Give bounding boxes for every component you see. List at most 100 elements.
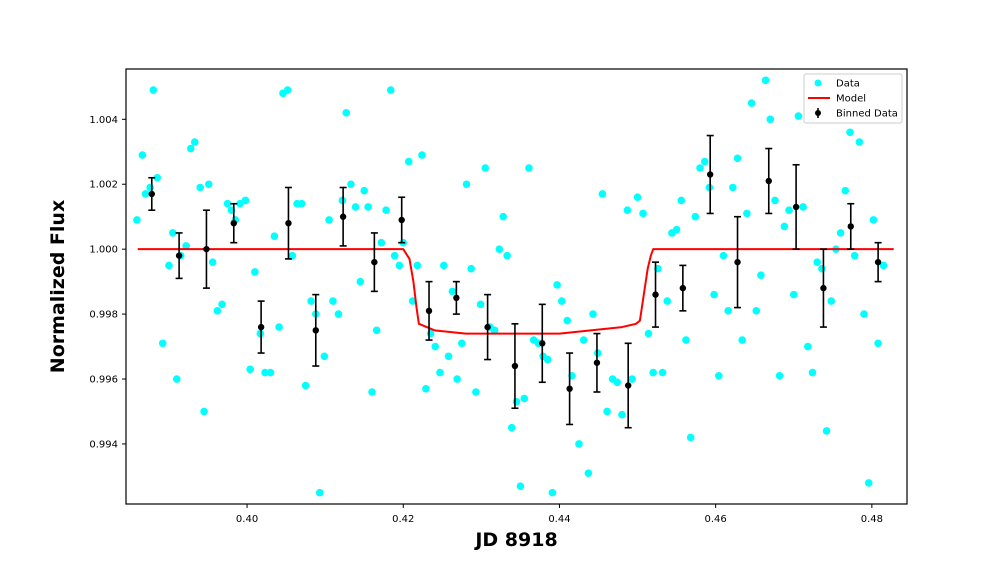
data-point bbox=[261, 368, 269, 377]
data-point bbox=[714, 371, 723, 380]
data-point bbox=[490, 326, 499, 335]
data-point bbox=[677, 196, 686, 205]
data-point bbox=[138, 151, 147, 159]
data-point bbox=[512, 397, 521, 406]
axes-frame bbox=[125, 68, 908, 505]
y-tick-label: 0.996 bbox=[89, 375, 118, 386]
legend-model-label: Model bbox=[836, 94, 866, 105]
binned-marker bbox=[874, 258, 882, 266]
data-point bbox=[283, 86, 292, 94]
data-point bbox=[315, 488, 324, 497]
data-point bbox=[436, 368, 444, 377]
data-point bbox=[757, 271, 765, 279]
data-point bbox=[879, 261, 888, 270]
data-point bbox=[672, 225, 681, 234]
data-point bbox=[775, 371, 784, 380]
data-point bbox=[710, 290, 718, 299]
data-point bbox=[462, 180, 471, 189]
binned-marker bbox=[339, 213, 347, 220]
binned-point bbox=[452, 280, 460, 315]
data-point bbox=[453, 375, 461, 383]
data-point bbox=[182, 242, 190, 250]
data-point bbox=[789, 290, 798, 299]
binned-point bbox=[734, 215, 742, 309]
data-point bbox=[347, 180, 355, 189]
data-point bbox=[598, 190, 607, 198]
x-tick-label: 0.40 bbox=[236, 514, 258, 525]
data-point bbox=[275, 323, 283, 331]
plot-area bbox=[133, 76, 894, 497]
data-point bbox=[241, 196, 250, 205]
data-point bbox=[738, 336, 747, 344]
data-point bbox=[204, 180, 213, 189]
data-point bbox=[855, 138, 864, 146]
binned-marker bbox=[652, 291, 659, 298]
data-point bbox=[169, 229, 177, 237]
data-point bbox=[172, 375, 181, 383]
data-point bbox=[301, 381, 310, 390]
binned-point bbox=[425, 280, 433, 341]
binned-point bbox=[593, 332, 601, 393]
y-tick-label: 1.002 bbox=[89, 180, 118, 191]
data-point bbox=[377, 238, 386, 247]
binned-point bbox=[706, 134, 714, 215]
data-point bbox=[356, 277, 365, 286]
data-point bbox=[395, 261, 404, 270]
data-point bbox=[413, 261, 422, 270]
data-point bbox=[649, 368, 657, 377]
binned-marker bbox=[566, 385, 573, 392]
data-point bbox=[743, 209, 751, 218]
data-point bbox=[584, 469, 593, 477]
data-point bbox=[200, 407, 208, 416]
data-point bbox=[297, 199, 306, 208]
data-point bbox=[246, 365, 254, 374]
data-point bbox=[785, 206, 793, 215]
legend: Data Model Binned Data bbox=[803, 73, 903, 124]
data-point bbox=[557, 297, 566, 305]
data-point bbox=[458, 339, 466, 348]
data-point bbox=[846, 128, 854, 137]
binned-marker bbox=[765, 177, 772, 185]
data-point bbox=[841, 186, 850, 195]
data-point bbox=[850, 251, 859, 260]
data-point bbox=[495, 245, 504, 253]
y-axis-title: Normalized Flux bbox=[47, 200, 69, 373]
data-point bbox=[418, 151, 426, 159]
data-point bbox=[639, 209, 647, 218]
data-point bbox=[686, 433, 695, 442]
binned-point bbox=[652, 261, 660, 328]
binned-marker bbox=[230, 219, 237, 227]
y-tick-label: 1.004 bbox=[89, 115, 118, 126]
data-point bbox=[472, 388, 480, 396]
data-point bbox=[603, 407, 611, 416]
x-axis-title: JD 8918 bbox=[473, 529, 557, 551]
binned-point bbox=[624, 342, 632, 429]
data-point bbox=[869, 216, 878, 224]
data-point bbox=[467, 264, 476, 273]
binned-point bbox=[538, 303, 546, 384]
data-point bbox=[696, 164, 704, 172]
data-point bbox=[448, 287, 457, 296]
binned-layer bbox=[148, 134, 882, 429]
binned-point bbox=[148, 176, 156, 212]
binned-marker bbox=[285, 219, 292, 227]
binned-point bbox=[257, 300, 265, 354]
data-point bbox=[836, 229, 845, 237]
data-point bbox=[342, 109, 351, 117]
data-point bbox=[628, 375, 636, 383]
data-point bbox=[208, 258, 217, 266]
binned-point bbox=[370, 232, 378, 293]
binned-point bbox=[847, 202, 855, 250]
data-point bbox=[153, 173, 162, 182]
binned-marker bbox=[511, 362, 519, 370]
data-point bbox=[190, 138, 199, 146]
data-point bbox=[368, 388, 376, 396]
model-layer bbox=[137, 248, 894, 335]
data-point bbox=[733, 154, 742, 163]
binned-marker bbox=[734, 258, 741, 266]
data-point bbox=[213, 307, 222, 315]
legend-box bbox=[803, 73, 903, 124]
data-point bbox=[579, 336, 588, 344]
binned-point bbox=[819, 248, 827, 328]
y-tick-label: 1.000 bbox=[89, 245, 118, 256]
